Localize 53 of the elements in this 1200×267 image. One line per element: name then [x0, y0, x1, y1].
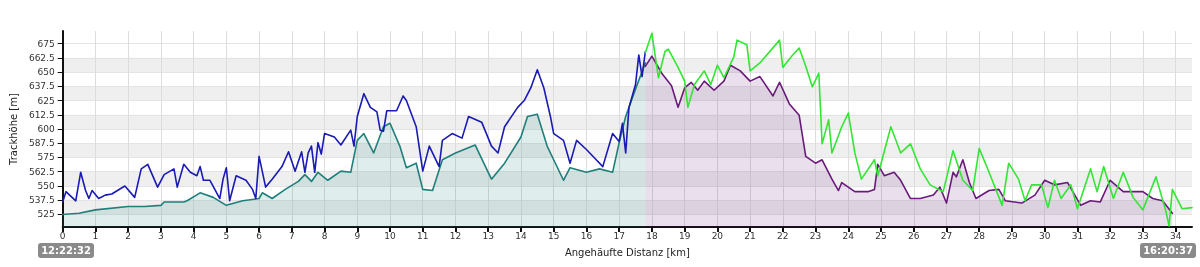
x-tick-label: 18 — [646, 230, 658, 241]
x-tick-label: 34 — [1169, 230, 1182, 241]
x-tick-label: 25 — [875, 230, 887, 241]
x-tick-label: 2 — [125, 230, 131, 241]
y-axis-title: Trackhöhe [m] — [7, 92, 19, 166]
x-tick-label: 4 — [190, 230, 197, 241]
x-tick-label: 21 — [744, 230, 756, 241]
y-tick-label: 637.5 — [28, 81, 55, 92]
y-tick-label: 562.5 — [28, 166, 55, 177]
y-tick-label: 550 — [37, 180, 55, 191]
y-tick-label: 650 — [37, 67, 55, 78]
y-tick-label: 600 — [37, 124, 55, 134]
x-tick-label: 14 — [515, 230, 527, 241]
x-axis-title: Angehäufte Distanz [km] — [564, 246, 690, 258]
x-tick-label: 9 — [354, 230, 361, 241]
x-tick-label: 32 — [1104, 230, 1116, 241]
x-tick-label: 28 — [973, 230, 986, 241]
x-tick-label: 22 — [777, 230, 789, 241]
x-tick-label: 29 — [1006, 230, 1018, 241]
x-tick-label: 10 — [384, 230, 397, 241]
y-tick-label: 612.5 — [28, 109, 55, 120]
x-tick-label: 1 — [92, 230, 99, 241]
x-tick-label: 16 — [580, 230, 593, 241]
x-tick-label: 7 — [288, 230, 295, 241]
x-tick-label: 19 — [678, 230, 691, 241]
x-tick-label: 12 — [449, 230, 462, 241]
y-tick-label: 575 — [37, 152, 55, 163]
x-tick-label: 17 — [613, 230, 625, 241]
y-tick-label: 587.5 — [28, 138, 55, 149]
x-tick-label: 0 — [59, 230, 66, 241]
x-tick-label: 23 — [809, 230, 822, 241]
x-tick-label: 24 — [842, 230, 855, 241]
x-tick-label: 3 — [158, 230, 164, 241]
x-tick-label: 8 — [321, 230, 328, 241]
x-tick-label: 15 — [547, 230, 560, 241]
y-tick-label: 537.5 — [28, 195, 55, 206]
x-tick-label: 31 — [1071, 230, 1084, 241]
x-tick-label: 5 — [223, 230, 230, 241]
x-tick-label: 20 — [711, 230, 724, 241]
y-tick-label: 625 — [37, 95, 55, 106]
x-tick-label: 27 — [940, 230, 953, 241]
x-tick-label: 30 — [1038, 230, 1051, 241]
y-tick-label: 662.5 — [28, 52, 55, 63]
y-tick-label: 525 — [37, 209, 55, 220]
x-tick-label: 6 — [256, 230, 263, 241]
x-tick-label: 13 — [482, 230, 494, 241]
text: 16:20:37 — [1143, 245, 1193, 256]
line-series — [61, 50, 647, 203]
x-tick-label: 11 — [417, 230, 429, 241]
y-tick-label: 675 — [37, 38, 55, 49]
x-tick-label: 33 — [1137, 230, 1149, 241]
x-tick-label: 26 — [908, 230, 920, 241]
text: 12:22:32 — [41, 245, 91, 256]
